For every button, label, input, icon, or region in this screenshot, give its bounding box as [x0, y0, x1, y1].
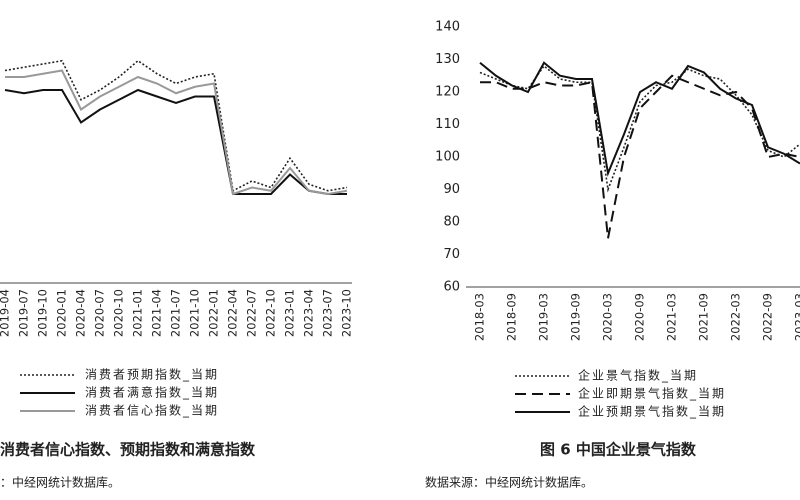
- x-tick-label: 2022-03: [729, 293, 743, 341]
- chart-caption: 消费者信心指数、预期指数和满意指数: [0, 441, 256, 459]
- y-tick-label: 110: [435, 117, 460, 132]
- y-tick-label: 120: [435, 85, 460, 100]
- x-tick-label: 2019-04: [0, 289, 12, 337]
- x-tick-label: 2023-03: [793, 293, 800, 341]
- x-tick-label: 2023-10: [340, 289, 354, 337]
- y-tick-label: 70: [443, 247, 460, 262]
- x-tick-label: 2020-03: [601, 293, 615, 341]
- x-tick-label: 2021-04: [150, 289, 164, 337]
- x-tick-label: 2022-10: [264, 289, 278, 337]
- x-tick-label: 2021-10: [188, 289, 202, 337]
- x-tick-label: 2020-07: [93, 289, 107, 337]
- y-tick-label: 80: [443, 215, 460, 230]
- x-tick-label: 2018-03: [473, 293, 487, 341]
- x-tick-label: 2021-07: [169, 289, 183, 337]
- chart-source: ：中经网统计数据库。: [0, 475, 120, 490]
- x-tick-label: 2023-04: [302, 289, 316, 337]
- series-line: [479, 64, 800, 193]
- legend-label: 消费者预期指数_当期: [85, 367, 219, 382]
- x-tick-label: 2022-01: [207, 289, 221, 337]
- x-tick-label: 2019-07: [17, 289, 31, 337]
- chart-source: 数据来源：中经网统计数据库。: [425, 475, 593, 490]
- x-tick-label: 2022-04: [226, 289, 240, 337]
- legend-label: 企业预期景气指数_当期: [578, 404, 726, 419]
- x-tick-label: 2021-09: [697, 293, 711, 341]
- x-tick-label: 2021-03: [665, 293, 679, 341]
- series-line: [479, 61, 800, 177]
- series-line: [4, 59, 348, 192]
- legend-label: 企业景气指数_当期: [578, 368, 698, 383]
- y-tick-label: 60: [443, 280, 460, 295]
- legend-label: 企业即期景气指数_当期: [578, 386, 726, 401]
- x-tick-label: 2022-09: [761, 293, 775, 341]
- x-tick-label: 2020-10: [112, 289, 126, 337]
- legend-label: 消费者信心指数_当期: [85, 403, 219, 418]
- y-tick-label: 130: [435, 52, 460, 67]
- x-tick-label: 2019-03: [537, 293, 551, 341]
- x-tick-label: 2020-04: [74, 289, 88, 337]
- x-tick-label: 2023-01: [283, 289, 297, 337]
- y-tick-label: 100: [435, 150, 460, 165]
- y-tick-label: 140: [435, 20, 460, 35]
- series-line: [4, 88, 347, 195]
- x-tick-label: 2023-07: [321, 289, 335, 337]
- y-tick-label: 90: [443, 182, 460, 197]
- x-tick-label: 2022-07: [245, 289, 259, 337]
- series-line: [480, 74, 800, 239]
- legend-label: 消费者满意指数_当期: [85, 385, 219, 400]
- series-line: [5, 69, 348, 196]
- x-tick-label: 2018-09: [505, 293, 519, 341]
- x-tick-label: 2019-09: [569, 293, 583, 341]
- chart-caption: 图 6 中国企业景气指数: [540, 441, 697, 459]
- x-tick-label: 2020-01: [55, 289, 69, 337]
- x-tick-label: 2021-01: [131, 289, 145, 337]
- x-tick-label: 2019-10: [36, 289, 50, 337]
- x-tick-label: 2020-09: [633, 293, 647, 341]
